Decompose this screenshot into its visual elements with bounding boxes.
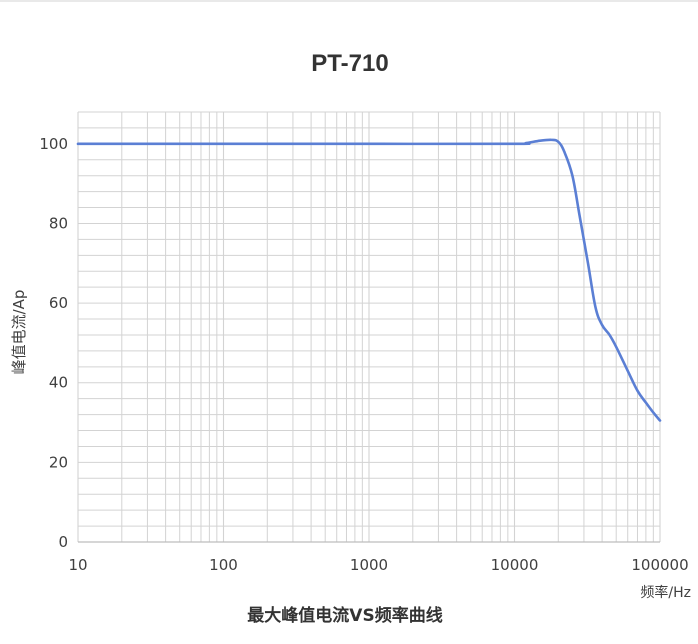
y-tick-label: 60 — [49, 294, 68, 312]
chart-subtitle: 最大峰值电流VS频率曲线 — [247, 605, 442, 626]
series-line-0 — [76, 138, 662, 422]
y-tick-label: 100 — [39, 135, 68, 153]
series-layer — [76, 138, 662, 422]
ticks-layer: 10 100 1000 10000 100000 0 20 40 60 80 100 — [39, 135, 688, 574]
x-tick-label: 1000 — [350, 556, 388, 574]
x-axis-label: 频率/Hz — [640, 584, 691, 601]
y-tick-label: 80 — [49, 214, 68, 232]
grid-major — [77, 112, 661, 543]
y-axis-label: 峰值电流/Ap — [10, 290, 28, 375]
x-tick-label: 100000 — [631, 556, 688, 574]
x-tick-label: 10 — [68, 556, 87, 574]
x-tick-label: 10000 — [491, 556, 539, 574]
chart-title: PT-710 — [311, 50, 388, 77]
y-tick-label: 20 — [49, 453, 68, 471]
top-divider — [0, 0, 698, 2]
y-tick-label: 40 — [49, 374, 68, 392]
x-tick-label: 100 — [209, 556, 238, 574]
y-tick-label: 0 — [58, 533, 68, 551]
